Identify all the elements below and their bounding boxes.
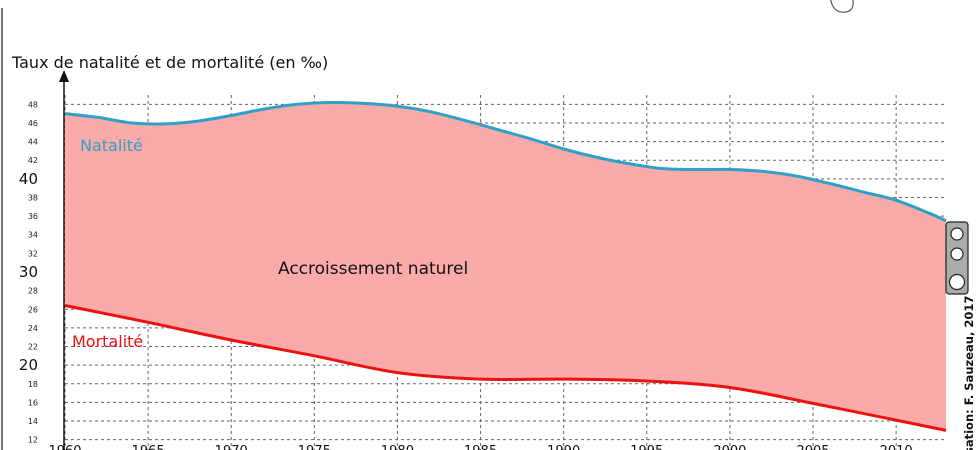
natural-increase-area — [65, 102, 946, 431]
x-tick-label: 1990 — [547, 444, 580, 450]
y-axis-arrow-icon — [59, 70, 69, 82]
cc-icon — [948, 273, 966, 291]
x-tick-label: 1960 — [48, 444, 81, 450]
y-tick-label: 22 — [28, 343, 38, 352]
y-tick-label: 16 — [28, 398, 38, 407]
nc-icon — [950, 227, 964, 241]
annotation-natural-increase: Accroissement naturel — [278, 259, 468, 279]
series-line-natalite — [64, 100, 947, 223]
y-tick-label: 34 — [28, 231, 38, 240]
y-tick-label: 32 — [28, 249, 38, 258]
credit-text: sation: F. Sauzeau, 2017 — [962, 296, 976, 450]
x-tick-label: 2005 — [796, 444, 829, 450]
x-tick-label: 1975 — [298, 444, 331, 450]
by-icon — [950, 247, 964, 261]
y-tick-label: 46 — [28, 119, 38, 128]
y-tick-label: 28 — [28, 287, 38, 296]
y-tick-label: 24 — [28, 324, 38, 333]
chart-title: Taux de natalité et de mortalité (en ‰) — [11, 53, 328, 72]
y-tick-label-major: 30 — [19, 263, 38, 281]
y-tick-label: 18 — [28, 380, 38, 389]
series-label-natalite: Natalité — [80, 136, 143, 155]
y-tick-label: 44 — [28, 138, 38, 147]
y-tick-label: 14 — [28, 417, 38, 426]
x-tick-labels: 1960 1965 1970 1975 1980 1985 1990 1995 2000 2005… — [48, 444, 912, 450]
x-tick-label: 1980 — [381, 444, 414, 450]
y-tick-label-major: 20 — [19, 356, 38, 374]
x-tick-label: 1970 — [215, 444, 248, 450]
series-lines — [64, 100, 947, 432]
x-tick-label: 1995 — [630, 444, 663, 450]
y-tick-label-major: 40 — [19, 170, 38, 188]
x-tick-label: 1965 — [132, 444, 165, 450]
y-tick-labels: 12 14 16 18 22 24 26 28 32 34 36 38 42 44 46 48 20 30 40 — [19, 100, 38, 444]
axes — [59, 70, 69, 450]
y-tick-label: 38 — [28, 193, 38, 202]
y-tick-label: 48 — [28, 100, 38, 109]
y-tick-label: 36 — [28, 212, 38, 221]
x-tick-label: 2000 — [713, 444, 746, 450]
y-tick-label: 42 — [28, 156, 38, 165]
cc-license-badge — [945, 221, 969, 295]
series-line-mortalite — [64, 304, 947, 432]
x-tick-label: 1985 — [464, 444, 497, 450]
series-label-mortalite: Mortalité — [72, 332, 143, 351]
y-tick-label: 26 — [28, 305, 38, 314]
x-tick-label: 2010 — [880, 444, 913, 450]
logo-fragment — [830, 0, 854, 13]
y-tick-label: 12 — [28, 436, 38, 445]
